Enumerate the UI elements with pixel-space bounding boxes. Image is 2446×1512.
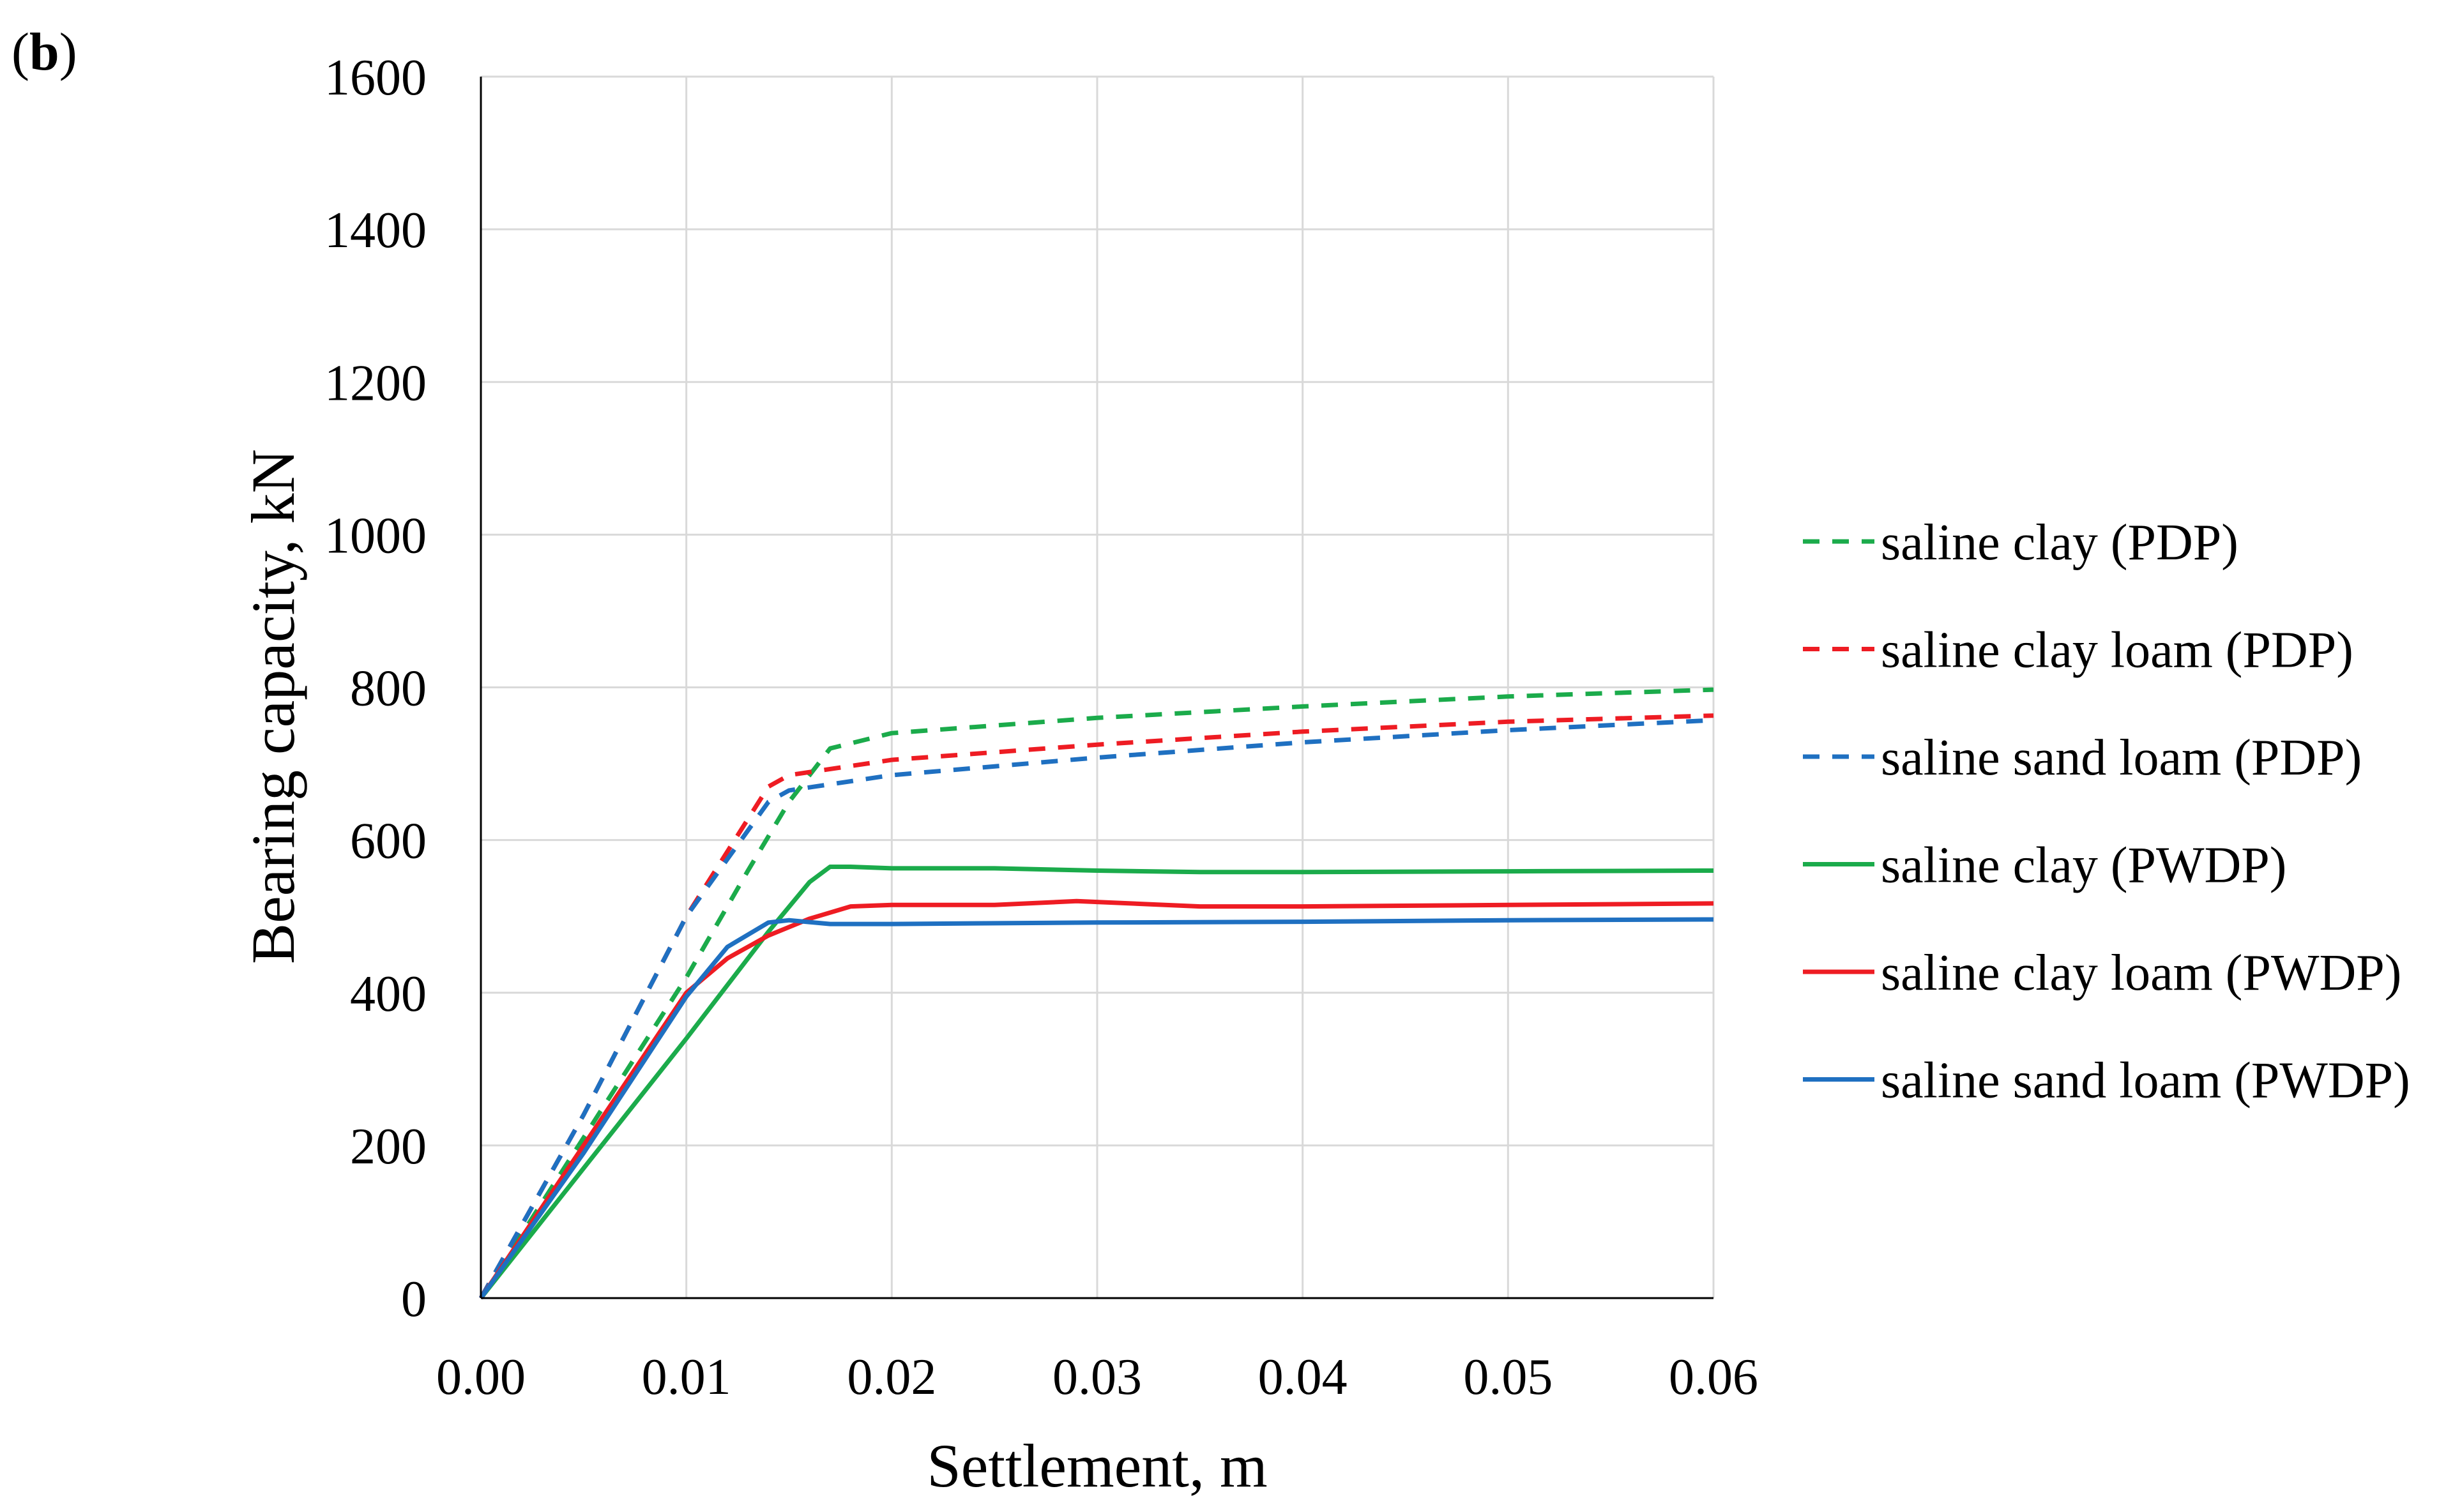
- legend-item: saline clay loam (PWDP): [1803, 945, 2401, 1001]
- y-tick-label: 800: [350, 661, 427, 717]
- series-line-4: [479, 865, 1714, 1300]
- y-tick-label: 1400: [324, 202, 427, 259]
- legend: saline clay (PDP) saline clay loam (PDP) s…: [1803, 515, 2410, 1109]
- panel-label-open: (: [11, 22, 29, 82]
- panel-label-close: ): [59, 22, 77, 82]
- y-tick-label: 200: [350, 1119, 427, 1175]
- y-tick-label: 600: [350, 813, 427, 870]
- legend-label: saline clay (PWDP): [1881, 838, 2286, 894]
- series-lines: [478, 687, 1714, 1300]
- panel-label: (b): [11, 26, 77, 79]
- series-line-6: [479, 917, 1714, 1300]
- y-tick-label: 1200: [324, 355, 427, 411]
- y-tick-label: 400: [350, 966, 427, 1022]
- legend-label: saline clay loam (PDP): [1881, 623, 2353, 679]
- panel-label-letter: b: [29, 22, 59, 82]
- x-tick-label: 0.00: [436, 1349, 526, 1405]
- series-line-3: [478, 718, 1714, 1299]
- legend-item: saline sand loam (PWDP): [1803, 1053, 2410, 1109]
- legend-label: saline clay loam (PWDP): [1881, 945, 2401, 1001]
- y-tick-labels: 0 200 400 600 800 1000 1200 1400 1600: [324, 50, 427, 1327]
- legend-item: saline clay (PWDP): [1803, 838, 2286, 894]
- legend-label: saline sand loam (PDP): [1881, 730, 2362, 786]
- legend-item: saline clay loam (PDP): [1803, 623, 2353, 679]
- legend-label: saline clay (PDP): [1881, 515, 2238, 571]
- x-tick-label: 0.01: [642, 1349, 731, 1405]
- x-tick-label: 0.06: [1669, 1349, 1758, 1405]
- x-tick-label: 0.05: [1463, 1349, 1553, 1405]
- x-axis-title: Settlement, m: [927, 1432, 1267, 1500]
- y-tick-label: 1000: [324, 508, 427, 564]
- y-tick-label: 1600: [324, 50, 427, 106]
- x-tick-label: 0.04: [1258, 1349, 1348, 1405]
- legend-item: saline sand loam (PDP): [1803, 730, 2362, 786]
- legend-item: saline clay (PDP): [1803, 515, 2238, 571]
- x-tick-label: 0.03: [1052, 1349, 1142, 1405]
- legend-label: saline sand loam (PWDP): [1881, 1053, 2410, 1109]
- series-line-1: [479, 687, 1714, 1299]
- y-tick-label: 0: [401, 1271, 427, 1327]
- series-line-2: [478, 713, 1714, 1299]
- x-tick-label: 0.02: [847, 1349, 936, 1405]
- x-tick-labels: 0.00 0.01 0.02 0.03 0.04 0.05 0.06: [436, 1349, 1758, 1405]
- y-axis-title: Bearing capacity, kN: [239, 449, 307, 964]
